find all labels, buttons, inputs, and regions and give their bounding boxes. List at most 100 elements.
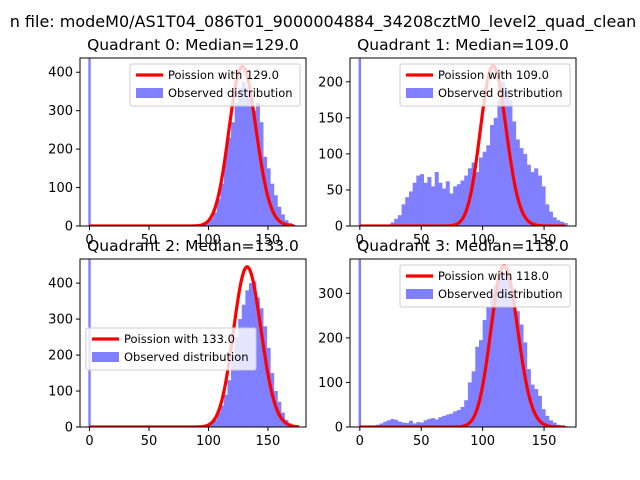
histogram-bar	[412, 423, 417, 427]
histogram-bar	[560, 221, 565, 226]
histogram-bar	[386, 420, 391, 427]
x-tick-label: 100	[470, 434, 495, 449]
histogram-bar	[270, 183, 275, 226]
legend-label: Observed distribution	[438, 86, 563, 100]
histogram-bar	[490, 293, 495, 427]
subplot-title: Quadrant 1: Median=109.0	[357, 36, 569, 54]
x-tick-label: 0	[85, 233, 93, 248]
histogram-bar	[523, 153, 528, 226]
histogram-bar	[266, 347, 271, 427]
histogram-bar	[497, 99, 502, 226]
histogram-bar	[471, 371, 476, 427]
histogram-bar	[420, 422, 424, 427]
histogram-bar	[408, 420, 413, 427]
histogram-bar	[213, 212, 218, 226]
histogram-bar	[493, 284, 498, 427]
histogram-bar	[216, 412, 221, 427]
histogram-bar	[493, 117, 498, 226]
histogram-bar	[431, 186, 436, 226]
histogram-bar	[234, 102, 239, 226]
histogram-bar	[464, 400, 469, 427]
histogram-bar	[206, 222, 210, 226]
histogram-bar	[471, 162, 476, 226]
histogram-bar	[563, 223, 568, 226]
histogram-bar	[209, 218, 214, 226]
histogram-bar	[223, 152, 228, 226]
x-tick-label: 150	[256, 233, 281, 248]
histogram-bar	[515, 311, 520, 427]
histogram-bar	[534, 168, 539, 226]
histogram-bar	[545, 204, 550, 226]
subplot-quadrant-1: 0 50 100 150 0 50 100 150 200 Quadrant 1: Median=…	[318, 36, 577, 248]
histogram-bar	[501, 273, 506, 427]
histogram-bar	[223, 394, 228, 427]
histogram-bar	[486, 145, 491, 226]
x-tick-label: 0	[356, 434, 364, 449]
y-tick-label: 200	[48, 349, 73, 364]
histogram-bar	[231, 355, 235, 427]
histogram-bar	[213, 419, 218, 427]
histogram-bar	[405, 422, 410, 427]
histogram-bar	[460, 406, 465, 427]
axes-frame	[349, 258, 577, 428]
x-tick-label: 100	[196, 434, 221, 449]
histogram-bar	[545, 415, 550, 427]
x-tick-label: 0	[356, 233, 364, 248]
y-tick-label: 400	[48, 277, 73, 292]
y-tick-label: 150	[318, 111, 343, 126]
x-tick-label: 150	[532, 434, 557, 449]
histogram-bar	[238, 87, 243, 226]
legend-bar-swatch	[92, 352, 119, 362]
histogram-bar	[475, 346, 480, 427]
histogram-bar	[420, 174, 424, 226]
x-tick-label: 100	[196, 233, 221, 248]
y-tick-label: 300	[318, 287, 343, 302]
histogram-bar	[273, 195, 278, 226]
histogram-bar	[88, 58, 91, 226]
histogram-bar	[460, 180, 465, 226]
histogram-bar	[519, 148, 524, 226]
axes-frame	[349, 57, 577, 227]
histogram-bar	[548, 420, 553, 427]
histogram-bar	[537, 175, 542, 226]
histogram-bar	[390, 418, 395, 427]
subplot-quadrant-3: 0 50 100 150 0 100 200 300 Quadrant 3: Median=11…	[318, 237, 577, 449]
y-tick-label: 300	[48, 104, 73, 119]
axes-frame	[79, 57, 307, 227]
histogram-bar	[464, 175, 469, 226]
legend: Poission with 133.0 Observed distribution	[85, 327, 257, 371]
legend-label: Observed distribution	[124, 350, 249, 364]
histogram-bar	[490, 125, 495, 226]
histogram-bar	[548, 211, 553, 226]
y-tick-label: 200	[318, 75, 343, 90]
histogram-bar	[390, 222, 395, 226]
histogram-bar	[541, 409, 546, 427]
histogram-bar	[248, 99, 253, 226]
histogram-bar	[434, 171, 439, 226]
histogram-bar	[245, 87, 250, 226]
histogram-bar	[478, 340, 483, 427]
histogram-bar	[256, 102, 260, 226]
y-tick-label: 0	[335, 220, 343, 235]
histogram-bar	[231, 122, 235, 226]
histogram-bar	[394, 218, 399, 226]
histogram-bar	[416, 422, 421, 427]
histogram-bar	[397, 421, 402, 427]
legend-label: Poission with 133.0	[124, 332, 235, 346]
legend-box	[399, 63, 571, 107]
histogram-bar	[227, 137, 232, 226]
legend-label: Observed distribution	[168, 86, 293, 100]
legend-label: Poission with 109.0	[438, 68, 549, 82]
plot-area	[358, 259, 568, 427]
x-tick-label: 150	[256, 434, 281, 449]
histogram-bar	[412, 182, 417, 226]
histogram-bar	[453, 186, 458, 226]
y-tick-label: 100	[48, 385, 73, 400]
x-tick-label: 100	[470, 233, 495, 248]
y-tick-label: 300	[48, 313, 73, 328]
histogram-bar	[277, 206, 282, 226]
legend-bar-swatch	[406, 289, 433, 299]
poisson-curve	[359, 264, 566, 427]
y-tick-label: 0	[65, 421, 73, 436]
